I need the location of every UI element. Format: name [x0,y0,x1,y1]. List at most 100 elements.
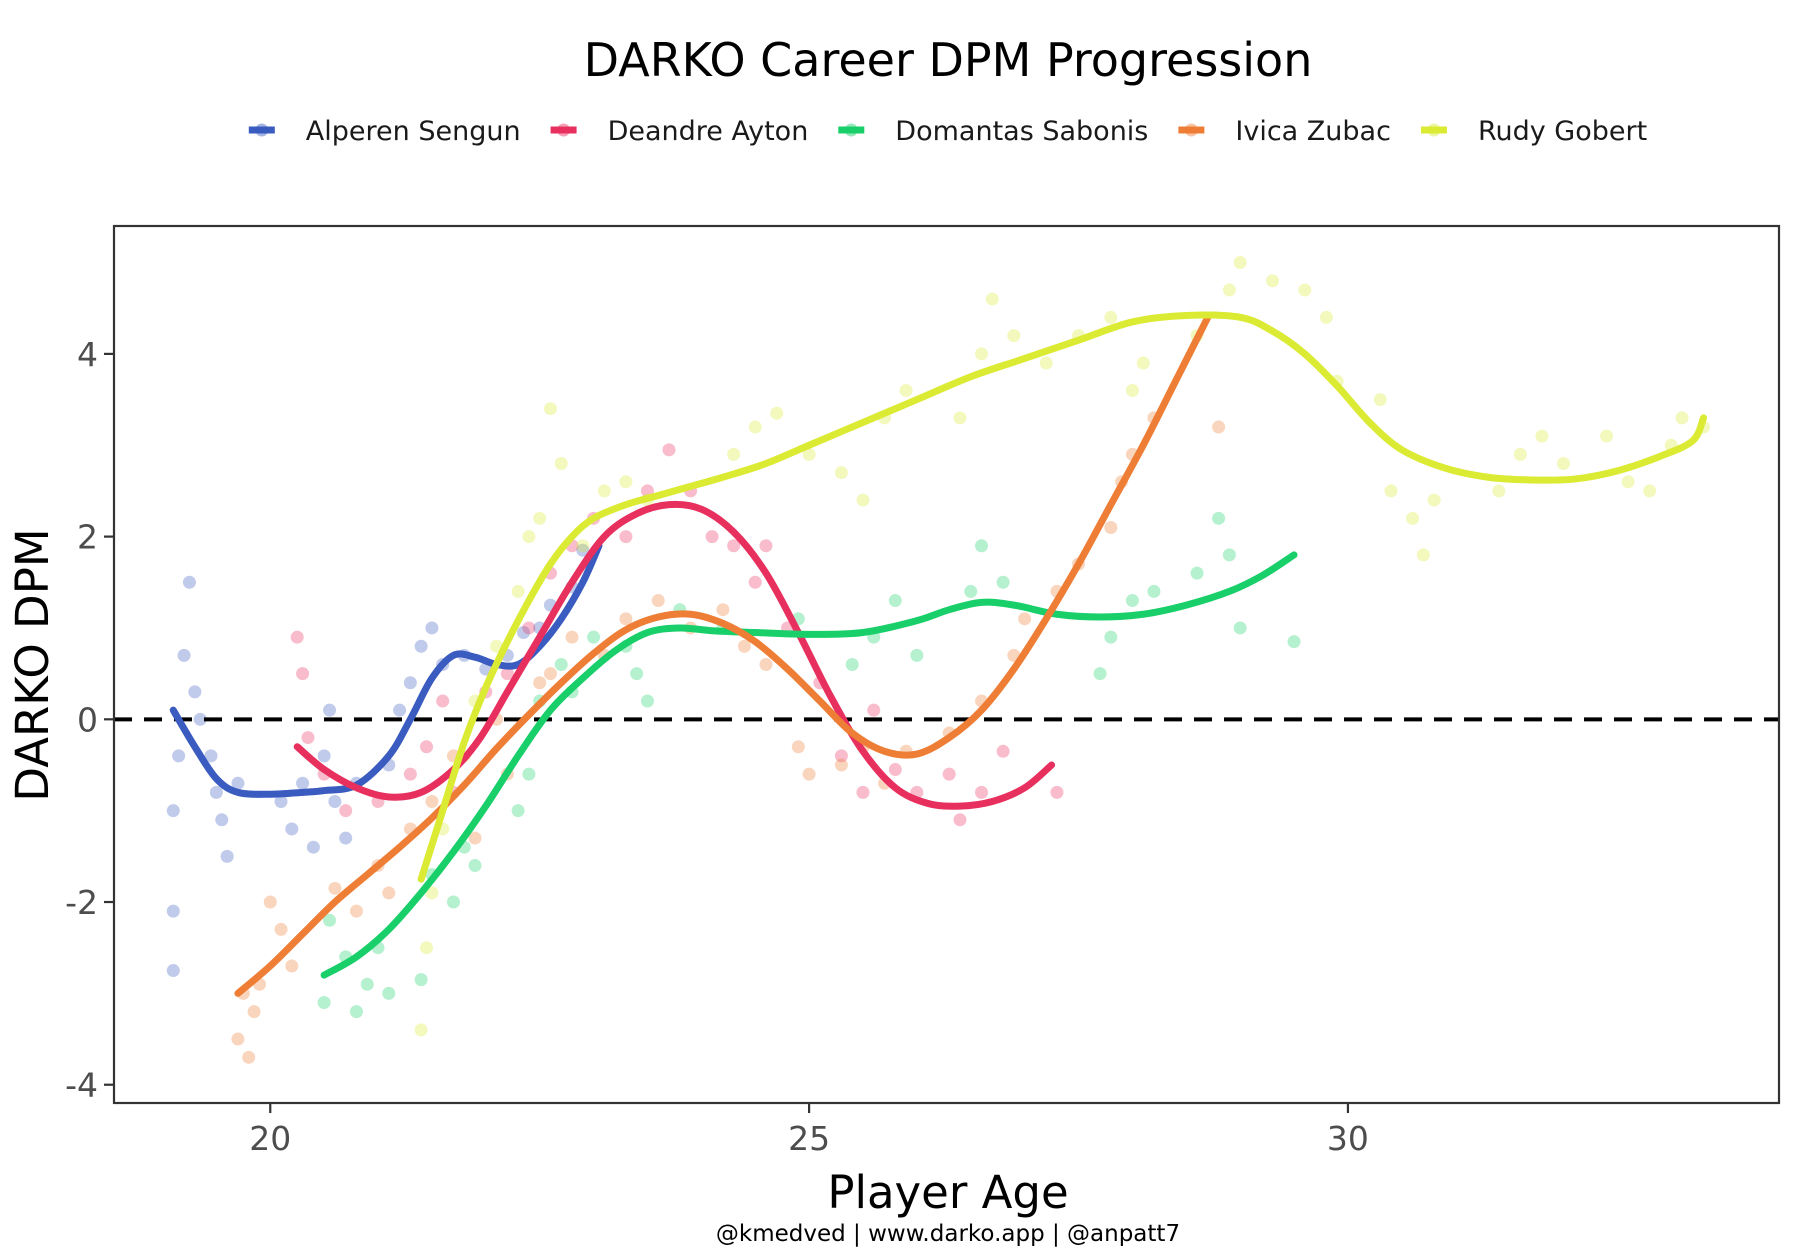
data-point [425,886,439,900]
data-point [975,347,989,361]
data-point [737,639,751,653]
series-smooth-line [320,551,1298,979]
data-point [403,676,417,690]
data-point [349,904,363,918]
data-point [791,740,805,754]
data-point [382,986,396,1000]
data-point [231,776,245,790]
data-point [177,648,191,662]
data-point [565,630,579,644]
data-point [425,795,439,809]
data-point [748,420,762,434]
data-point [1675,411,1689,425]
data-point [204,749,218,763]
data-point [1513,447,1527,461]
plot-panel-border [112,224,1781,1105]
data-point [1136,356,1150,370]
data-point [274,795,288,809]
data-point [425,621,439,635]
data-point [500,667,514,681]
data-point [296,667,310,681]
data-point [996,575,1010,589]
data-point [166,804,180,818]
data-point [339,804,353,818]
data-point [533,676,547,690]
data-point [1287,635,1301,649]
y-tick-label: -2 [65,883,98,922]
data-point [468,831,482,845]
data-point [770,406,784,420]
data-point [834,749,848,763]
data-point [705,530,719,544]
chart-caption: @kmedved | www.darko.app | @anpatt7 [716,1221,1180,1247]
series-smooth-line [293,500,1056,810]
data-point [323,913,337,927]
data-point [888,763,902,777]
data-point [1125,594,1139,608]
data-point [1373,393,1387,407]
data-point [845,658,859,671]
data-point [1556,457,1570,471]
x-axis: 20 25 30 [249,1103,1369,1158]
data-point [727,447,741,461]
data-point [193,712,207,726]
y-tick-label: 0 [77,700,98,739]
data-point [328,795,342,809]
legend-swatch-point [1427,123,1441,137]
data-point [867,703,881,717]
data-point [317,749,331,763]
legend-item: Deandre Ayton [550,116,808,147]
data-point [1416,548,1430,562]
legend-swatch-point [1184,123,1198,137]
data-point [209,785,223,799]
x-axis-title: Player Age [827,1166,1068,1219]
data-point [414,973,428,987]
data-point [1427,493,1441,507]
data-point [619,612,633,626]
chart-title: DARKO Career DPM Progression [584,33,1313,87]
data-point [1007,329,1021,343]
data-point [349,1005,363,1019]
data-point [188,685,202,699]
data-point [1643,484,1657,498]
data-point [1600,429,1614,443]
legend: Alperen Sengun Deandre Ayton Domantas Sabo… [248,116,1647,147]
legend-label: Ivica Zubac [1235,116,1391,147]
data-point [985,292,999,306]
data-point [587,630,601,644]
scatter-points [166,256,1711,1064]
data-point [856,785,870,799]
data-point [220,849,234,863]
data-point [446,895,460,909]
data-point [1319,310,1333,324]
data-point [942,767,956,781]
data-point [554,658,568,671]
y-tick-label: -4 [65,1066,98,1105]
data-point [953,411,967,425]
data-point [215,813,229,827]
legend-swatch-point [255,123,269,137]
data-point [323,703,337,717]
data-point [662,443,676,457]
series-smooth-line [234,313,1212,997]
legend-label: Domantas Sabonis [895,116,1148,147]
data-point [382,886,396,900]
data-point [899,383,913,397]
data-point [975,539,989,553]
data-point [172,749,186,763]
legend-item: Alperen Sengun [248,116,521,147]
data-point [522,530,536,544]
data-point [436,694,450,708]
data-point [1233,256,1247,270]
series-smooth-line [417,311,1708,883]
data-point [317,996,331,1010]
data-point [242,1050,256,1064]
data-point [759,658,773,671]
legend-label: Alperen Sengun [306,116,521,147]
data-point [727,539,741,553]
data-point [414,1023,428,1037]
data-point [263,895,277,909]
data-point [651,594,665,608]
data-point [414,639,428,653]
